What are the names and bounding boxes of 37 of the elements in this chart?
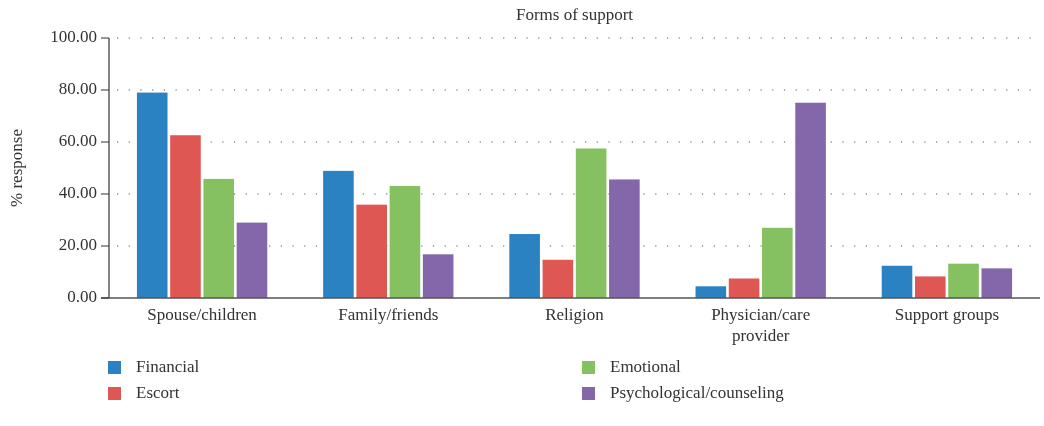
- bar: [389, 185, 421, 298]
- x-tick-label: Family/friends: [338, 305, 439, 324]
- y-tick-label: 20.00: [58, 234, 97, 254]
- bar: [236, 222, 268, 298]
- x-tick-label: Physician/care provider: [711, 305, 811, 345]
- bar: [795, 102, 826, 298]
- x-tick-label: Religion: [545, 305, 605, 324]
- y-axis-title: % response: [7, 129, 26, 207]
- y-tick-label: 60.00: [58, 130, 97, 150]
- bar: [422, 254, 454, 298]
- x-tick-label: Support groups: [894, 305, 1000, 324]
- legend-label: Escort: [136, 382, 180, 402]
- bar: [881, 265, 913, 298]
- bar: [136, 92, 168, 298]
- bar: [914, 276, 946, 298]
- bar: [203, 178, 235, 298]
- x-tick-label: Spouse/children: [147, 305, 258, 324]
- bar: [695, 286, 727, 298]
- bar: [509, 234, 540, 298]
- legend-label: Financial: [136, 356, 200, 376]
- bar: [170, 135, 201, 298]
- y-tick-label: 0.00: [67, 286, 97, 306]
- bar: [609, 179, 640, 298]
- bar: [762, 227, 793, 298]
- chart-title: Forms of support: [515, 5, 634, 24]
- bar: [728, 278, 760, 298]
- legend-label: Psychological/counseling: [610, 382, 785, 402]
- bar: [356, 204, 387, 298]
- y-tick-label: 40.00: [58, 182, 97, 202]
- bar: [542, 259, 574, 298]
- bar: [981, 268, 1013, 298]
- bar: [323, 170, 354, 298]
- bar: [948, 263, 979, 298]
- y-tick-label: 80.00: [58, 78, 97, 98]
- bar: [575, 148, 607, 298]
- legend-label: Emotional: [610, 356, 682, 376]
- y-tick-label: 100.00: [50, 26, 97, 46]
